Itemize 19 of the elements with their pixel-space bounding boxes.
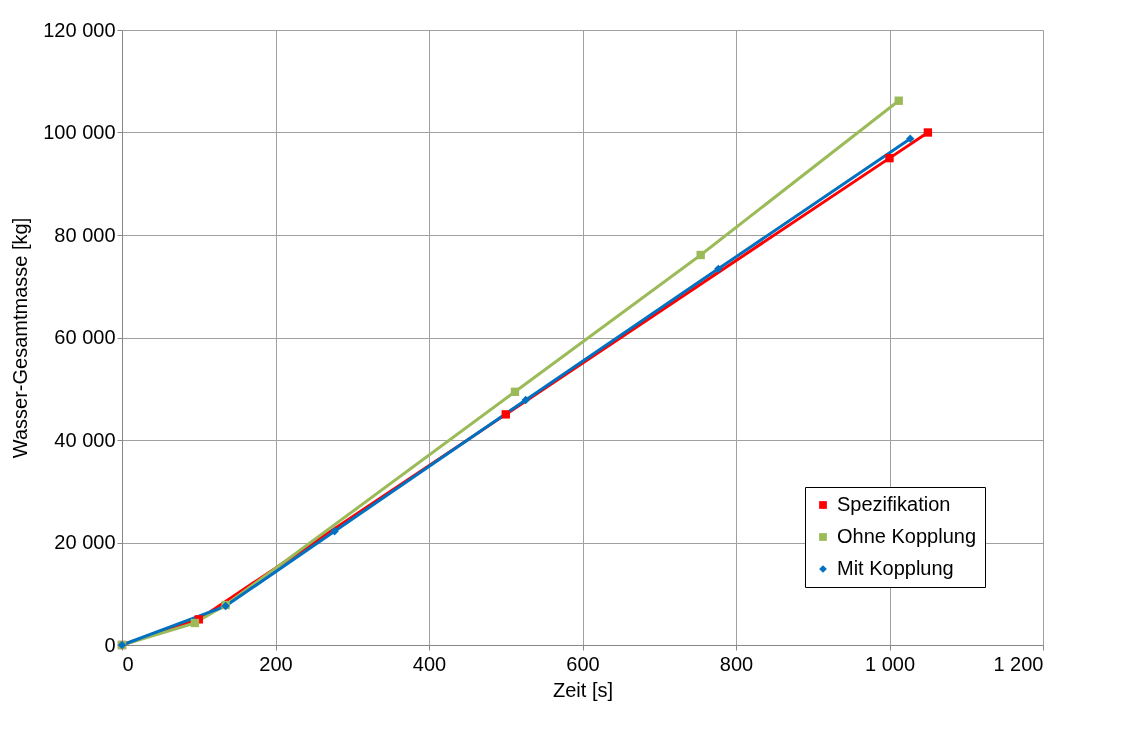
y-tick-label: 40 000 xyxy=(54,428,116,451)
y-tick-label: 0 xyxy=(104,633,116,656)
legend-label: Spezifikation xyxy=(837,493,951,515)
y-tick-label: 20 000 xyxy=(54,531,116,553)
y-tick-label: 100 000 xyxy=(43,121,116,143)
y-tick-label: 120 000 xyxy=(43,18,116,41)
y-tick-label: 80 000 xyxy=(54,223,116,246)
x-tick-label: 1 200 xyxy=(993,652,1044,675)
legend-label: Mit Kopplung xyxy=(837,557,954,579)
y-axis-title: Wasser-Gesamtmasse [kg] xyxy=(9,217,32,459)
x-tick-label: 400 xyxy=(412,652,447,675)
x-axis-title: Zeit [s] xyxy=(552,678,614,701)
x-tick-label: 1 000 xyxy=(864,652,916,675)
x-tick-label: 0 xyxy=(122,652,134,675)
x-tick-label: 200 xyxy=(259,652,293,675)
x-tick-label: 600 xyxy=(566,652,600,675)
x-tick-label: 800 xyxy=(719,652,754,675)
legend-label: Ohne Kopplung xyxy=(837,525,977,547)
y-tick-label: 60 000 xyxy=(54,326,116,348)
